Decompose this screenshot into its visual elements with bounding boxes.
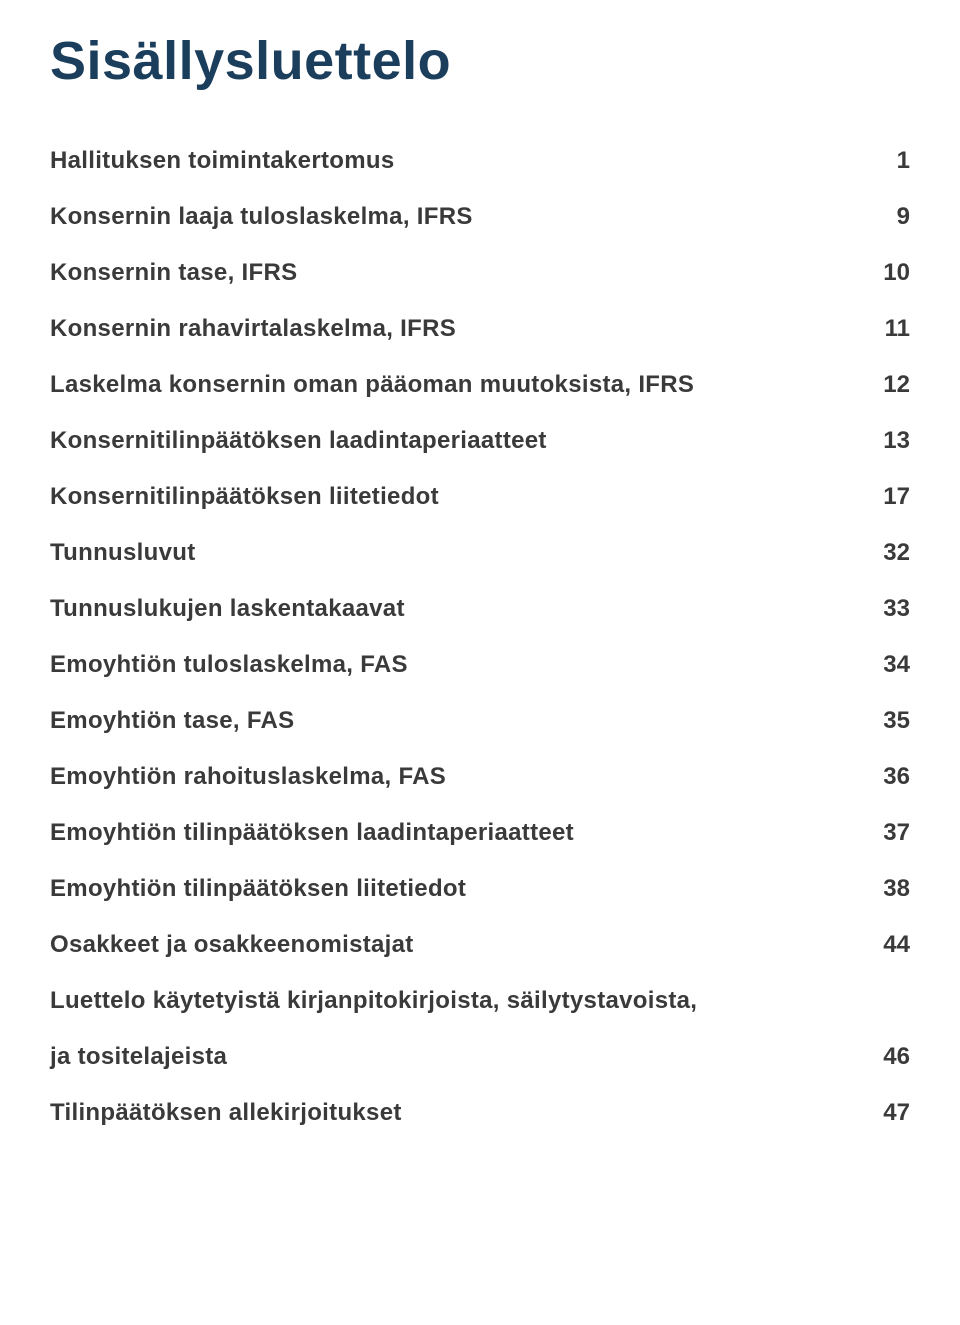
toc-label: Konsernitilinpäätöksen laadintaperiaatte…: [50, 427, 547, 455]
toc-entry: Tunnuslukujen laskentakaavat 33: [50, 595, 910, 623]
toc-entry: Konsernin laaja tuloslaskelma, IFRS 9: [50, 203, 910, 231]
toc-page: 34: [883, 651, 910, 679]
toc-entry: Tunnusluvut 32: [50, 539, 910, 567]
toc-label: Konsernin rahavirtalaskelma, IFRS: [50, 315, 456, 343]
toc-entry: Laskelma konsernin oman pääoman muutoksi…: [50, 371, 910, 399]
toc-page: 47: [883, 1099, 910, 1127]
toc-page: 10: [883, 259, 910, 287]
toc-entry: Hallituksen toimintakertomus 1: [50, 147, 910, 175]
toc-page: 36: [883, 763, 910, 791]
toc-label: Emoyhtiön tuloslaskelma, FAS: [50, 651, 408, 679]
toc-label: Konsernin tase, IFRS: [50, 259, 297, 287]
toc-entry: Osakkeet ja osakkeenomistajat 44: [50, 931, 910, 959]
toc-label-line2: ja tositelajeista: [50, 1043, 227, 1071]
toc-entry: Emoyhtiön tilinpäätöksen liitetiedot 38: [50, 875, 910, 903]
page-title: Sisällysluettelo: [50, 30, 910, 92]
toc-page: 17: [883, 483, 910, 511]
toc-entry: Konsernin tase, IFRS 10: [50, 259, 910, 287]
toc-label: Emoyhtiön rahoituslaskelma, FAS: [50, 763, 446, 791]
toc-page: 35: [883, 707, 910, 735]
toc-label: Emoyhtiön tase, FAS: [50, 707, 294, 735]
toc-page: 38: [883, 875, 910, 903]
toc-page: 1: [897, 147, 910, 175]
toc-label: Hallituksen toimintakertomus: [50, 147, 394, 175]
toc-page: 32: [883, 539, 910, 567]
toc-label: Tunnusluvut: [50, 539, 196, 567]
toc-label: Tunnuslukujen laskentakaavat: [50, 595, 405, 623]
toc-entry: Konsernitilinpäätöksen liitetiedot 17: [50, 483, 910, 511]
toc-label: Konsernitilinpäätöksen liitetiedot: [50, 483, 439, 511]
toc-page: 33: [883, 595, 910, 623]
toc-label: Emoyhtiön tilinpäätöksen laadintaperiaat…: [50, 819, 574, 847]
toc-entry: Tilinpäätöksen allekirjoitukset 47: [50, 1099, 910, 1127]
toc-page: 44: [883, 931, 910, 959]
toc-page: 37: [883, 819, 910, 847]
toc-label: Tilinpäätöksen allekirjoitukset: [50, 1099, 402, 1127]
toc-page: 13: [883, 427, 910, 455]
toc-entry: Emoyhtiön rahoituslaskelma, FAS 36: [50, 763, 910, 791]
toc-entry: Konsernitilinpäätöksen laadintaperiaatte…: [50, 427, 910, 455]
toc-label: Emoyhtiön tilinpäätöksen liitetiedot: [50, 875, 466, 903]
toc-label: Laskelma konsernin oman pääoman muutoksi…: [50, 371, 694, 399]
toc-entry-multiline: Luettelo käytetyistä kirjanpitokirjoista…: [50, 987, 910, 1071]
toc-label: Osakkeet ja osakkeenomistajat: [50, 931, 414, 959]
toc-entry: Emoyhtiön tuloslaskelma, FAS 34: [50, 651, 910, 679]
toc-page: 46: [883, 1043, 910, 1071]
toc-page: 11: [885, 315, 910, 343]
toc-label-line1: Luettelo käytetyistä kirjanpitokirjoista…: [50, 987, 910, 1015]
toc-entry: Emoyhtiön tase, FAS 35: [50, 707, 910, 735]
toc-page: 9: [897, 203, 910, 231]
toc-entry: Emoyhtiön tilinpäätöksen laadintaperiaat…: [50, 819, 910, 847]
toc-page: 12: [883, 371, 910, 399]
toc-label: Konsernin laaja tuloslaskelma, IFRS: [50, 203, 473, 231]
toc-entry: Konsernin rahavirtalaskelma, IFRS 11: [50, 315, 910, 343]
